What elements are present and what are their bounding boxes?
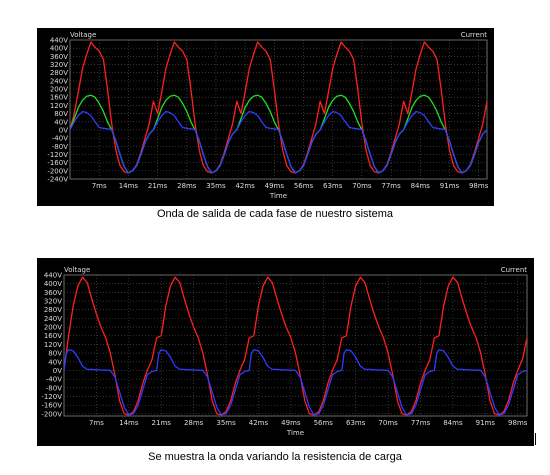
x-tick-label: 35ms (206, 182, 226, 190)
y-tick-label: -240V (47, 176, 68, 184)
y-tick-label: 80V (48, 350, 62, 358)
x-tick-label: 35ms (216, 419, 236, 427)
x-axis-title: Time (286, 429, 304, 437)
x-tick-label: 77ms (381, 182, 401, 190)
x-tick-label: 63ms (323, 182, 343, 190)
x-tick-label: 98ms (508, 419, 528, 427)
y-tick-label: 280V (44, 306, 62, 314)
y-tick-label: -120V (41, 393, 62, 401)
x-axis-title: Time (269, 192, 287, 200)
y-tick-label: -160V (41, 402, 62, 410)
chart-svg: Voltage Current 440V400V360V320V280V240V20… (47, 31, 489, 200)
y-tick-label: 240V (50, 77, 68, 85)
y-tick-label: 160V (50, 94, 68, 102)
y-tick-label: -40V (46, 376, 62, 384)
x-tick-label: 21ms (148, 182, 168, 190)
x-tick-label: 91ms (440, 182, 460, 190)
plot-frame (69, 39, 488, 180)
x-tick-label: 91ms (476, 419, 496, 427)
x-tick-label: 49ms (281, 419, 301, 427)
y-tick-label: -160V (47, 159, 68, 167)
y-tick-label: 40V (48, 358, 62, 366)
y-tick-label: 400V (44, 280, 62, 288)
x-tick-label: 98ms (469, 182, 489, 190)
x-tick-label: 28ms (184, 419, 204, 427)
scope-chart-phase-output: Voltage Current 440V 400V 360V 320V 280V 240V 20… (37, 28, 494, 206)
edge-marker (535, 433, 536, 445)
x-tick-label: 70ms (352, 182, 372, 190)
plot-frame (63, 274, 528, 417)
caption-chart-2: Se muestra la onda variando la resistenc… (148, 451, 402, 463)
y-tick-label: -40V (52, 135, 68, 143)
y-tick-label: 360V (44, 289, 62, 297)
voltage-label: Voltage (70, 31, 96, 39)
series-line-red (64, 276, 527, 416)
x-tick-label: 21ms (152, 419, 172, 427)
x-tick-label: 14ms (119, 182, 139, 190)
y-tick-label: 320V (50, 61, 68, 69)
y-tick-label: 240V (44, 315, 62, 323)
x-tick-label: 28ms (177, 182, 197, 190)
x-tick-label: 63ms (346, 419, 366, 427)
x-tick-label: 70ms (378, 419, 398, 427)
scope-chart-load-variation: Voltage Current 440V 400V 360V 320V 280V 240V 20… (37, 258, 534, 446)
current-label: Current (501, 266, 528, 274)
x-tick-label: 42ms (249, 419, 269, 427)
y-tick-label: 0V (53, 367, 62, 375)
y-tick-label: -120V (47, 151, 68, 159)
y-tick-label: -200V (41, 410, 62, 418)
series-line-blue (70, 110, 487, 174)
y-tick-label: 440V (50, 37, 68, 45)
y-tick-label: -80V (46, 384, 62, 392)
series-line-blue (64, 349, 527, 416)
y-tick-label: 80V (54, 110, 68, 118)
y-tick-label: 360V (50, 53, 68, 61)
x-tick-label: 56ms (314, 419, 334, 427)
current-label: Current (461, 31, 488, 39)
y-tick-label: 400V (50, 45, 68, 53)
voltage-label: Voltage (64, 266, 90, 274)
y-tick-label: 40V (54, 118, 68, 126)
series-line-red (70, 41, 487, 174)
x-tick-label: 14ms (119, 419, 139, 427)
x-tick-label: 56ms (294, 182, 314, 190)
y-tick-label: 200V (50, 86, 68, 94)
caption-chart-1: Onda de salida de cada fase de nuestro s… (156, 208, 394, 220)
y-tick-label: 120V (50, 102, 68, 110)
y-tick-label: -200V (47, 167, 68, 175)
y-tick-label: 280V (50, 69, 68, 77)
x-tick-label: 49ms (265, 182, 285, 190)
x-tick-label: 84ms (443, 419, 463, 427)
x-tick-label: 7ms (89, 419, 104, 427)
y-tick-label: 160V (44, 332, 62, 340)
y-tick-label: 320V (44, 298, 62, 306)
y-tick-label: -80V (52, 143, 68, 151)
y-tick-label: 440V (44, 272, 62, 280)
x-tick-label: 42ms (235, 182, 255, 190)
x-tick-label: 84ms (411, 182, 431, 190)
chart-svg: Voltage Current 440V400V360V320V280V240V20… (41, 266, 528, 437)
x-tick-label: 77ms (411, 419, 431, 427)
x-tick-label: 7ms (92, 182, 107, 190)
y-tick-label: 0V (59, 126, 68, 134)
y-tick-label: 200V (44, 324, 62, 332)
y-tick-label: 120V (44, 341, 62, 349)
